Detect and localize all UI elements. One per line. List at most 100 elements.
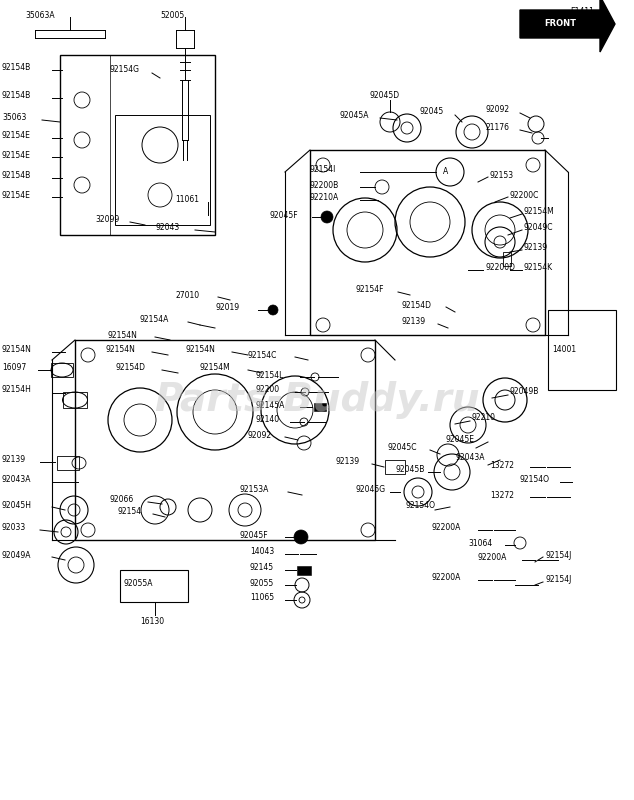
Text: 11065: 11065: [250, 594, 274, 602]
Text: 92139: 92139: [524, 243, 548, 253]
Text: 92145A: 92145A: [255, 401, 285, 410]
Text: 92045B: 92045B: [395, 466, 424, 474]
Bar: [310, 150, 545, 335]
Text: 92154M: 92154M: [524, 207, 555, 217]
Text: 92153: 92153: [490, 170, 514, 179]
Bar: [503, 252, 511, 266]
Text: 92049C: 92049C: [524, 223, 553, 233]
Text: A: A: [443, 167, 449, 177]
Text: 92154H: 92154H: [2, 386, 32, 394]
Text: 92154E: 92154E: [2, 130, 31, 139]
Text: 92033: 92033: [2, 523, 26, 533]
Text: 92154C: 92154C: [248, 350, 278, 359]
Text: 92154I: 92154I: [310, 166, 337, 174]
Text: 92200: 92200: [255, 386, 279, 394]
Text: 35063A: 35063A: [25, 10, 55, 19]
Text: 92154B: 92154B: [2, 90, 31, 99]
Text: 92154B: 92154B: [2, 62, 31, 71]
Text: 92043A: 92043A: [455, 454, 484, 462]
Bar: [297, 566, 311, 575]
Text: 92139: 92139: [335, 458, 359, 466]
Bar: [120, 570, 188, 602]
Text: 16097: 16097: [2, 363, 26, 373]
Text: 92154D: 92154D: [115, 363, 145, 373]
Text: 16130: 16130: [140, 618, 164, 626]
Text: Parts-Buddy.ru: Parts-Buddy.ru: [154, 381, 480, 419]
Text: 92154D: 92154D: [402, 301, 432, 310]
Text: 13272: 13272: [490, 461, 514, 470]
Text: 92153A: 92153A: [240, 486, 269, 494]
Text: 35063: 35063: [2, 114, 27, 122]
Circle shape: [268, 305, 278, 315]
Text: 92154G: 92154G: [110, 66, 140, 74]
Text: 21176: 21176: [485, 123, 509, 133]
Text: 92049A: 92049A: [2, 550, 32, 559]
Text: 92200C: 92200C: [510, 190, 540, 199]
Text: 92092: 92092: [248, 430, 272, 439]
Bar: [51, 363, 73, 377]
Text: 92154A: 92154A: [140, 315, 169, 325]
Text: 14043: 14043: [250, 547, 275, 557]
Bar: [314, 403, 326, 411]
Text: 92154N: 92154N: [108, 330, 138, 339]
Text: 14001: 14001: [552, 346, 576, 354]
Text: 92055: 92055: [250, 578, 275, 587]
Text: 92154M: 92154M: [200, 363, 231, 373]
Text: 32099: 32099: [95, 215, 119, 225]
Text: 92045C: 92045C: [388, 443, 418, 453]
Text: 92200A: 92200A: [478, 554, 507, 562]
Text: 92045F: 92045F: [240, 530, 269, 539]
Bar: [75, 340, 375, 540]
Text: 92154E: 92154E: [2, 150, 31, 159]
Bar: [60, 55, 215, 235]
Text: 92200B: 92200B: [310, 181, 339, 190]
Text: 92092: 92092: [485, 106, 509, 114]
Text: E1411: E1411: [570, 7, 594, 17]
Text: 92043: 92043: [155, 223, 179, 233]
Text: 92154L: 92154L: [255, 370, 283, 379]
Text: 92154E: 92154E: [2, 190, 31, 199]
Text: 92154N: 92154N: [2, 346, 32, 354]
Bar: [115, 115, 210, 225]
Text: 92200D: 92200D: [485, 263, 515, 273]
Text: 92045E: 92045E: [445, 435, 474, 445]
Polygon shape: [520, 0, 615, 52]
Text: 92210A: 92210A: [310, 194, 339, 202]
Text: 52005: 52005: [160, 10, 184, 19]
Text: 92139: 92139: [2, 455, 26, 465]
Bar: [63, 392, 87, 408]
Text: 92154N: 92154N: [185, 346, 215, 354]
Text: 92154J: 92154J: [545, 550, 571, 559]
Text: 92154J: 92154J: [545, 575, 571, 585]
Text: 13272: 13272: [490, 490, 514, 499]
Text: 92200A: 92200A: [432, 523, 462, 533]
Text: 92140: 92140: [255, 415, 279, 425]
Text: 92049B: 92049B: [510, 387, 540, 397]
Text: 92045: 92045: [420, 107, 444, 117]
Text: 92019: 92019: [215, 303, 239, 313]
Text: 92154F: 92154F: [355, 286, 384, 294]
Text: 92210: 92210: [472, 414, 496, 422]
Text: 92154O: 92154O: [405, 501, 435, 510]
Text: 92154: 92154: [118, 507, 142, 517]
Text: 92145: 92145: [250, 563, 274, 573]
Text: FRONT: FRONT: [544, 19, 576, 29]
Text: 92045G: 92045G: [355, 486, 385, 494]
Text: 92066: 92066: [110, 495, 134, 505]
Text: 92200A: 92200A: [432, 574, 462, 582]
Text: 92154K: 92154K: [524, 263, 553, 273]
Bar: [57, 456, 79, 470]
Text: 92154O: 92154O: [520, 475, 550, 485]
Text: 92154N: 92154N: [105, 346, 135, 354]
Text: 31064: 31064: [468, 538, 492, 547]
Text: 92043A: 92043A: [2, 475, 32, 485]
Text: 92045D: 92045D: [370, 90, 400, 99]
Bar: [385, 460, 405, 474]
Text: 27010: 27010: [175, 290, 199, 299]
Circle shape: [321, 211, 333, 223]
Bar: [548, 310, 616, 390]
Text: 92154B: 92154B: [2, 170, 31, 179]
Text: 92045A: 92045A: [340, 110, 370, 119]
Text: 92045F: 92045F: [270, 210, 299, 219]
Text: 92055A: 92055A: [124, 579, 153, 589]
